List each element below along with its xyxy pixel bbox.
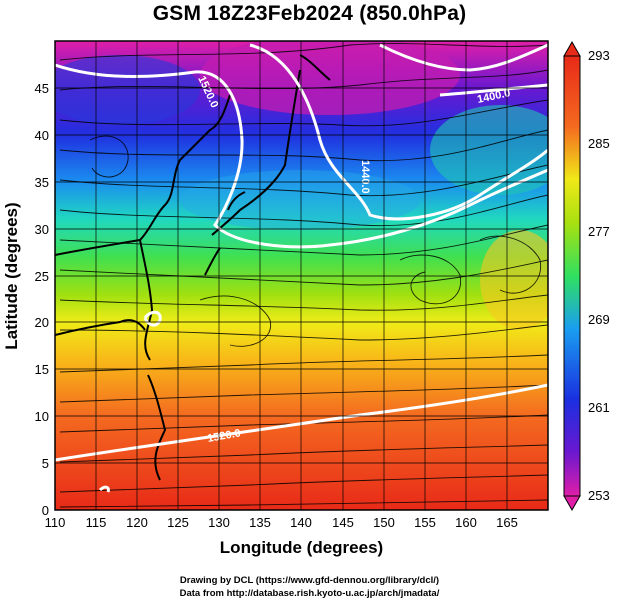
x-tick-label: 115 [86,515,107,530]
plot-frame [54,40,549,511]
y-tick-label: 15 [35,362,49,377]
x-tick-label: 160 [455,515,477,530]
colorbar-top-arrow [563,40,581,57]
colorbar-tick-label: 253 [588,488,610,503]
temperature-field [55,41,548,510]
map-title: GSM 18Z23Feb2024 (850.0hPa) [152,2,467,25]
credit-drawing: Drawing by DCL (https://www.gfd-dennou.o… [179,575,440,586]
colorbar-tick-label: 261 [588,400,610,415]
y-tick-label: 40 [35,128,49,143]
x-tick-label: 155 [414,515,436,530]
x-tick-label: 150 [373,515,395,530]
colorbar-tick-label: 277 [588,224,610,239]
x-tick-label: 110 [45,515,66,530]
contour-label: 1440.0 [359,160,371,194]
y-tick-label: 35 [35,175,49,190]
x-tick-label: 130 [208,515,230,530]
lat-lon-grid [55,41,548,510]
x-tick-label: 125 [167,515,189,530]
contour-label: 1520.0 [206,427,241,445]
colorbar-tick-label: 293 [588,48,610,63]
colorbar: 293 285 277 269 261 253 [563,40,610,512]
y-tick-label: 30 [35,222,49,237]
colorbar-gradient [563,55,581,497]
x-tick-label: 135 [249,515,271,530]
y-tick-label: 5 [42,456,49,471]
x-tick-label: 145 [332,515,354,530]
x-tick-labels: 110 115 120 125 130 135 140 145 150 155 … [45,515,518,530]
colorbar-tick-label: 285 [588,136,610,151]
y-axis-label: Latitude (degrees) [2,202,21,350]
colorbar-tick-label: 269 [588,312,610,327]
credit-data-source: Data from http://database.rish.kyoto-u.a… [179,588,440,599]
x-tick-label: 165 [496,515,518,530]
colorbar-bottom-arrow [563,495,581,512]
x-axis-label: Longitude (degrees) [219,538,384,557]
y-tick-label: 0 [42,503,49,518]
y-tick-label: 10 [35,409,49,424]
x-tick-label: 120 [126,515,148,530]
weather-map-figure: 1520.0 1400.0 1440.0 1520.0 110 115 120 … [35,40,610,530]
y-tick-label: 20 [35,315,49,330]
y-tick-labels: 0 5 10 15 20 25 30 35 40 45 [35,81,49,518]
y-tick-label: 45 [35,81,49,96]
x-tick-label: 140 [290,515,312,530]
y-tick-label: 25 [35,269,49,284]
